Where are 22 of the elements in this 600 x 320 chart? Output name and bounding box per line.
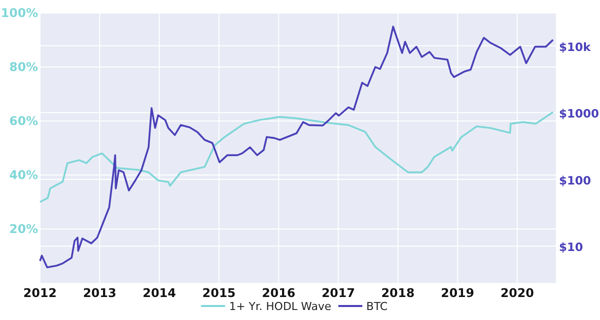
y2-tick-label: $10 — [559, 240, 584, 254]
legend-label: 1+ Yr. HODL Wave — [229, 300, 332, 313]
x-tick-label: 2014 — [142, 286, 176, 300]
y-tick-label: 20% — [9, 222, 38, 236]
x-tick-label: 2018 — [381, 286, 415, 300]
line-series — [39, 26, 554, 268]
x-tick-label: 2012 — [23, 286, 57, 300]
x-tick-label: 2016 — [262, 286, 296, 300]
x-tick-label: 2020 — [500, 286, 534, 300]
y2-tick-label: $100 — [559, 173, 592, 188]
y-tick-label: 40% — [9, 168, 38, 182]
y2-tick-label: $1000 — [559, 106, 600, 121]
x-tick-label: 2017 — [322, 286, 355, 300]
x-tick-label: 2013 — [82, 286, 116, 300]
line-series — [39, 111, 554, 203]
y2-tick-label: $10k — [559, 40, 592, 54]
y-tick-label: 100% — [0, 6, 38, 20]
y-tick-label: 60% — [9, 114, 38, 128]
y-tick-label: 80% — [9, 60, 38, 74]
x-tick-label: 2015 — [202, 286, 236, 300]
legend-label: BTC — [366, 300, 388, 313]
x-tick-label: 2019 — [440, 286, 474, 300]
